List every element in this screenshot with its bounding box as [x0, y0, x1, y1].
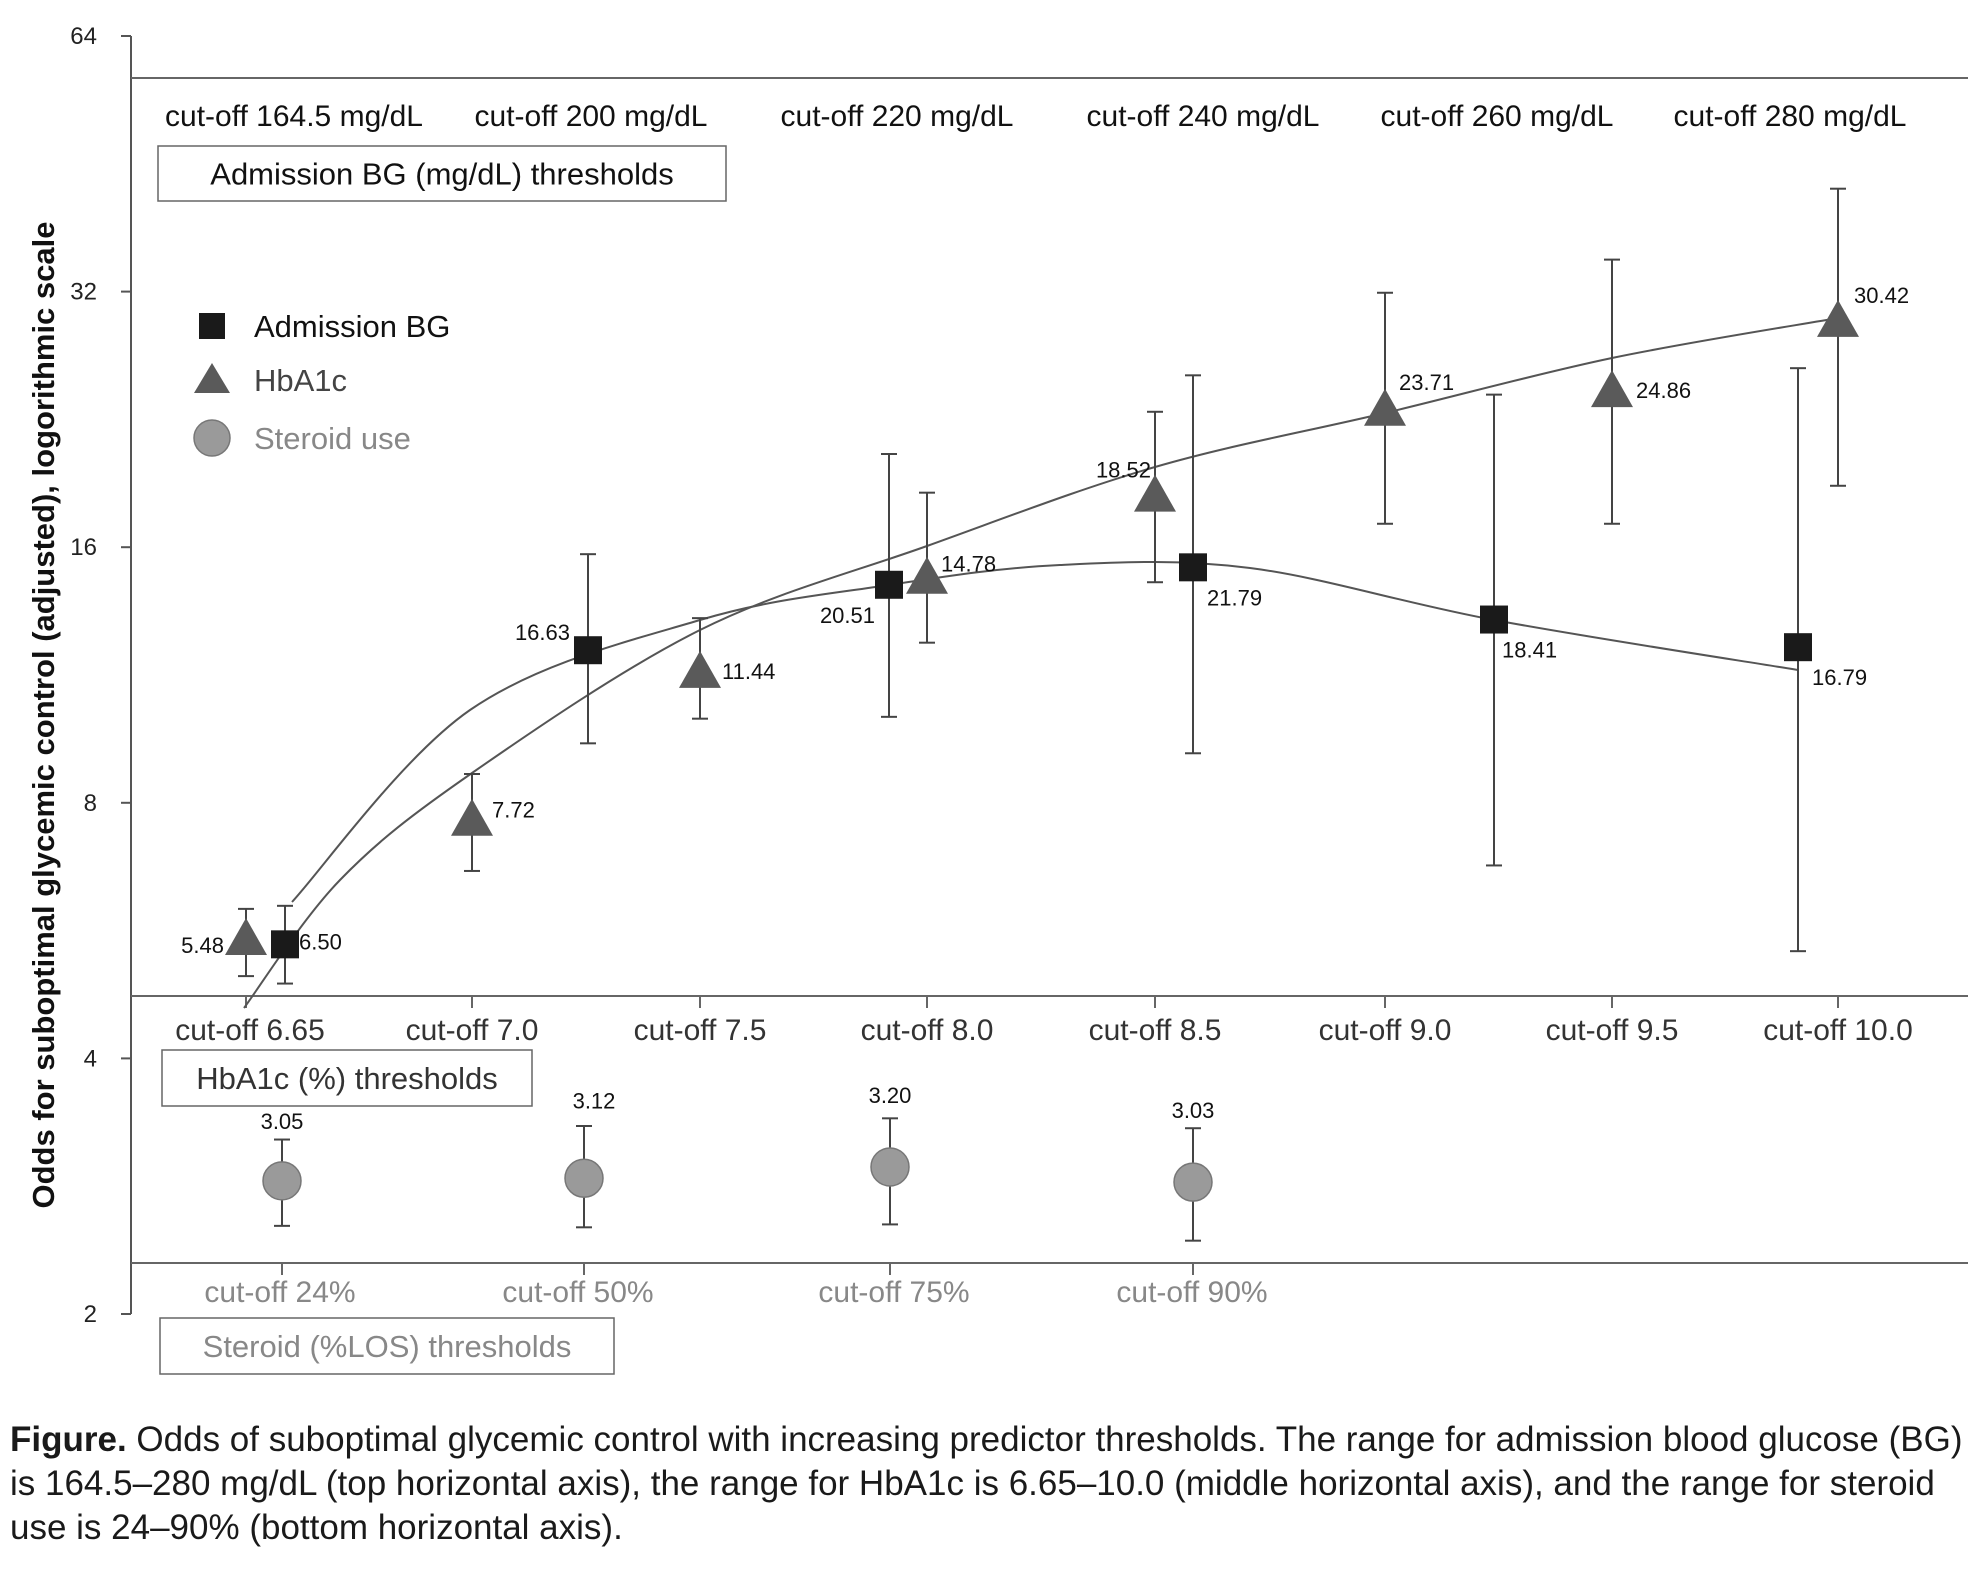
hba1c-tick-label: cut-off 7.0 — [406, 1014, 539, 1047]
hba1c-point — [906, 556, 948, 594]
y-tick-label: 16 — [70, 534, 97, 561]
bg-data-label: 16.63 — [515, 620, 570, 645]
bg-tick-label: cut-off 280 mg/dL — [1674, 100, 1907, 133]
caption-text: Odds of suboptimal glycemic control with… — [10, 1420, 1963, 1547]
steroid-axis-title: Steroid (%LOS) thresholds — [203, 1329, 572, 1364]
steroid-axis-title-box — [159, 1317, 615, 1375]
hba1c-data-label: 23.71 — [1399, 370, 1454, 395]
bg-data-label: 16.79 — [1812, 665, 1867, 690]
hba1c-tick-label: cut-off 9.0 — [1319, 1014, 1452, 1047]
y-tick-label: 4 — [84, 1045, 97, 1072]
bg-tick-label: cut-off 164.5 mg/dL — [165, 100, 423, 133]
y-axis-title: Odds for suboptimal glycemic control (ad… — [26, 222, 61, 1209]
steroid-data-label: 3.12 — [573, 1088, 616, 1113]
legend-label: Steroid use — [254, 421, 411, 456]
steroid-tick-label: cut-off 75% — [818, 1276, 969, 1309]
bg-point — [1179, 553, 1207, 582]
bg-tick-label: cut-off 240 mg/dL — [1087, 100, 1320, 133]
bg-point — [1480, 605, 1508, 634]
figure-caption: Figure. Odds of suboptimal glycemic cont… — [10, 1418, 1970, 1550]
y-tick-label: 32 — [70, 279, 97, 306]
hba1c-point — [679, 650, 721, 688]
bg-axis-title: Admission BG (mg/dL) thresholds — [210, 157, 673, 192]
bg-tick-label: cut-off 260 mg/dL — [1381, 100, 1614, 133]
steroid-point — [564, 1158, 604, 1199]
y-tick-label: 8 — [84, 790, 97, 817]
hba1c-data-label: 30.42 — [1854, 283, 1909, 308]
y-tick-label: 64 — [70, 23, 97, 50]
steroid-point — [1173, 1162, 1213, 1202]
odds-chart: 2 4 8 16 32 64 Odds for suboptimal glycemic co… — [26, 23, 1968, 1375]
hba1c-point — [1817, 299, 1859, 337]
bg-data-label: 20.51 — [820, 603, 875, 628]
hba1c-data-label: 14.78 — [941, 552, 996, 577]
hba1c-data-label: 18.52 — [1096, 458, 1151, 483]
steroid-point — [262, 1161, 302, 1201]
hba1c-point — [451, 798, 493, 836]
bg-tick-label: cut-off 220 mg/dL — [781, 100, 1014, 133]
hba1c-trend-line — [243, 317, 1839, 1009]
hba1c-point — [1591, 370, 1633, 408]
bg-data-label: 18.41 — [1502, 638, 1557, 663]
steroid-tick-label: cut-off 50% — [502, 1276, 653, 1309]
hba1c-point — [1134, 474, 1176, 512]
caption-lead: Figure. — [10, 1420, 127, 1459]
bg-data-label: 21.79 — [1207, 585, 1262, 610]
steroid-data-label: 3.05 — [261, 1109, 304, 1134]
hba1c-data-label: 24.86 — [1636, 378, 1691, 403]
legend-square-icon — [199, 313, 225, 339]
hba1c-tick-label: cut-off 8.0 — [861, 1014, 994, 1047]
legend-label: Admission BG — [254, 309, 450, 344]
hba1c-axis-title: HbA1c (%) thresholds — [196, 1061, 498, 1096]
bg-tick-label: cut-off 200 mg/dL — [475, 100, 708, 133]
steroid-point — [870, 1147, 910, 1187]
hba1c-tick-label: cut-off 10.0 — [1763, 1014, 1913, 1047]
legend-label: HbA1c — [254, 363, 347, 398]
steroid-data-label: 3.03 — [1172, 1098, 1215, 1123]
legend-circle-icon — [193, 419, 231, 457]
bg-point — [875, 570, 903, 599]
bg-point — [574, 636, 602, 665]
bg-point — [271, 930, 299, 959]
hba1c-point — [1364, 388, 1406, 426]
hba1c-tick-label: cut-off 9.5 — [1546, 1014, 1679, 1047]
bg-point — [1784, 633, 1812, 662]
bg-axis-title-box — [157, 145, 727, 202]
steroid-data-label: 3.20 — [869, 1083, 912, 1108]
hba1c-data-label: 5.48 — [181, 933, 224, 958]
steroid-tick-label: cut-off 24% — [204, 1276, 355, 1309]
bg-trend-line — [291, 561, 1799, 903]
hba1c-point — [225, 917, 267, 955]
steroid-tick-label: cut-off 90% — [1116, 1276, 1267, 1309]
hba1c-data-label: 7.72 — [492, 798, 535, 823]
hba1c-tick-label: cut-off 6.65 — [175, 1014, 325, 1047]
bg-data-label: 6.50 — [299, 929, 342, 954]
y-tick-label: 2 — [84, 1301, 97, 1328]
hba1c-tick-label: cut-off 8.5 — [1089, 1014, 1222, 1047]
hba1c-data-label: 11.44 — [722, 659, 775, 684]
hba1c-axis-title-box — [161, 1049, 533, 1107]
hba1c-tick-label: cut-off 7.5 — [634, 1014, 767, 1047]
legend-triangle-icon — [194, 363, 230, 393]
